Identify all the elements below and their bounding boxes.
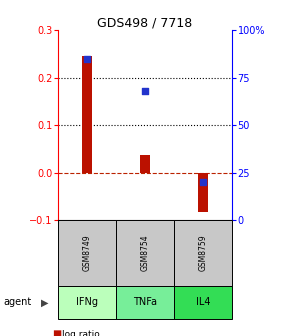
- Bar: [82, 56, 92, 173]
- Bar: [198, 173, 208, 212]
- Text: ▶: ▶: [41, 297, 49, 307]
- Point: [85, 56, 89, 61]
- Text: IL4: IL4: [196, 297, 210, 307]
- Point: [143, 88, 147, 94]
- Text: GSM8749: GSM8749: [82, 235, 92, 271]
- Text: IFNg: IFNg: [76, 297, 98, 307]
- Text: agent: agent: [3, 297, 31, 307]
- Bar: [140, 155, 150, 173]
- Point: [201, 179, 205, 185]
- Text: TNFa: TNFa: [133, 297, 157, 307]
- Text: log ratio: log ratio: [62, 330, 100, 336]
- Title: GDS498 / 7718: GDS498 / 7718: [97, 16, 193, 29]
- Text: ■: ■: [52, 329, 61, 336]
- Text: GSM8754: GSM8754: [140, 235, 150, 271]
- Text: GSM8759: GSM8759: [198, 235, 208, 271]
